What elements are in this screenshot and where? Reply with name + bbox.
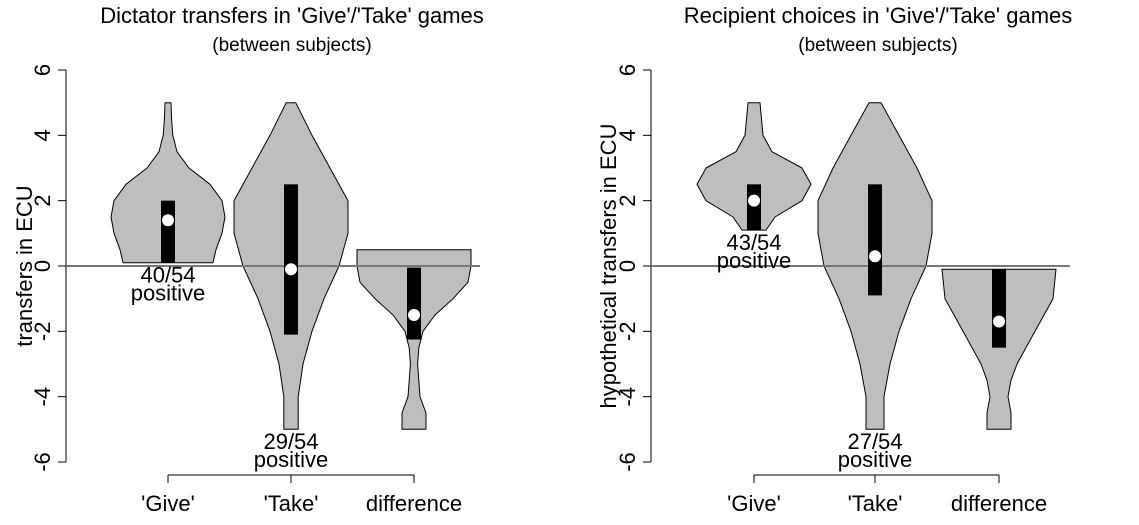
median [748, 194, 760, 207]
median [162, 214, 174, 227]
annotation: 27/54 [847, 429, 902, 454]
chart-subtitle: (between subjects) [798, 35, 957, 56]
y-tick-label: -2 [615, 322, 640, 342]
y-tick-label: -2 [30, 322, 55, 342]
x-tick-label: 'Give' [727, 491, 781, 516]
median [285, 263, 297, 276]
x-tick-label: difference [366, 491, 462, 516]
median [408, 309, 420, 321]
x-tick-label: 'Take' [848, 491, 903, 516]
x-tick-label: 'Give' [141, 491, 195, 516]
y-tick-label: -4 [30, 387, 55, 407]
violin [941, 268, 1057, 430]
y-tick-label: 0 [30, 260, 55, 272]
y-axis-label: transfers in ECU [12, 185, 37, 346]
y-axis-label: hypothetical transfers in ECU [596, 124, 621, 409]
iqr-box [407, 267, 421, 340]
chart-title: Dictator transfers in 'Give'/'Take' game… [100, 3, 484, 28]
iqr-box [161, 200, 175, 263]
violin [696, 102, 812, 231]
chart-subtitle: (between subjects) [212, 35, 371, 56]
annotation: 43/54 [726, 230, 781, 255]
annotation: positive [717, 248, 792, 273]
violin [110, 102, 226, 264]
annotation: positive [254, 447, 329, 472]
annotation: 40/54 [140, 263, 195, 288]
iqr-box [868, 184, 882, 296]
chart-title: Recipient choices in 'Give'/'Take' games [684, 3, 1073, 28]
x-tick-label: difference [951, 491, 1047, 516]
y-tick-label: 4 [615, 129, 640, 141]
median [869, 250, 881, 263]
y-tick-label: -4 [615, 387, 640, 407]
y-tick-label: -6 [30, 452, 55, 472]
annotation: positive [131, 281, 206, 306]
y-tick-label: 4 [30, 129, 55, 141]
annotation: positive [838, 447, 913, 472]
y-tick-label: 2 [30, 195, 55, 207]
annotation: 29/54 [263, 429, 318, 454]
y-tick-label: 6 [30, 64, 55, 76]
median [993, 315, 1005, 328]
y-tick-label: -6 [615, 452, 640, 472]
x-tick-label: 'Take' [264, 491, 319, 516]
y-tick-label: 2 [615, 195, 640, 207]
iqr-box [284, 184, 298, 335]
y-tick-label: 6 [615, 64, 640, 76]
y-tick-label: 0 [615, 260, 640, 272]
iqr-box [747, 184, 761, 231]
iqr-box [992, 269, 1006, 348]
